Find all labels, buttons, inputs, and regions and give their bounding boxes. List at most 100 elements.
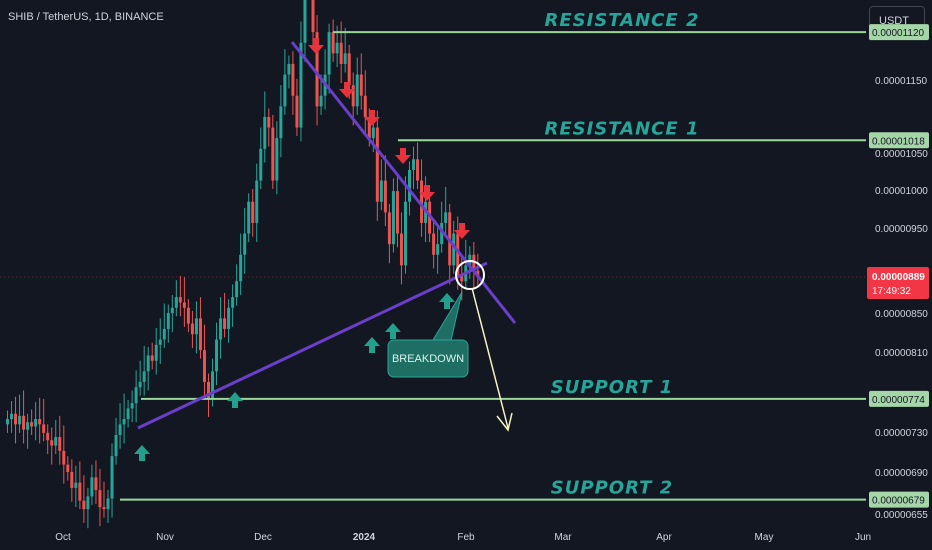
candle-body [291, 63, 295, 96]
candle-body [134, 387, 138, 404]
x-tick-label: Mar [554, 532, 572, 543]
candle-body [106, 498, 110, 510]
candle-body [34, 419, 38, 427]
candle-body [18, 415, 22, 425]
candle-body [460, 275, 464, 282]
candle-body [46, 432, 50, 441]
candle-body [271, 127, 275, 181]
candle-body [452, 233, 456, 266]
candle-body [403, 201, 407, 266]
candle-body [472, 254, 476, 271]
candle-body [347, 53, 351, 86]
candle-body [379, 180, 383, 202]
candle-body [190, 323, 194, 335]
candle-body [186, 307, 190, 324]
candle-body [387, 212, 391, 245]
candle-body [110, 456, 114, 499]
level-label: RESISTANCE 2 [545, 10, 700, 31]
candle-body [223, 318, 227, 329]
candle-body [239, 254, 243, 282]
candle-body [227, 307, 231, 329]
level-label: SUPPORT 2 [551, 478, 673, 499]
candle-body [158, 339, 162, 345]
candle-body [215, 339, 219, 372]
current-price-tag [867, 267, 929, 299]
level-price-text: 0.00000774 [872, 395, 925, 406]
candle-body [174, 297, 178, 308]
level-label: RESISTANCE 1 [545, 118, 700, 139]
candle-body [351, 85, 355, 107]
candle-body [219, 318, 223, 340]
candle-body [94, 477, 98, 491]
candle-body [279, 106, 283, 139]
candle-body [327, 32, 331, 75]
candle-body [22, 415, 26, 430]
candle-body [263, 116, 267, 149]
y-tick-label: 0.00001000 [875, 186, 928, 197]
trend-line-descending [290, 41, 517, 324]
candle-body [375, 127, 379, 202]
y-tick-label: 0.00000950 [875, 224, 928, 235]
candle-body [408, 169, 411, 202]
candle-body [420, 180, 424, 223]
down-arrow-icon [364, 110, 380, 126]
level-price-text: 0.00001018 [872, 136, 925, 147]
down-arrow-icon [339, 82, 355, 98]
trend-line-ascending [137, 261, 488, 430]
y-tick-label: 0.00001050 [875, 149, 928, 160]
candle-body [26, 422, 30, 430]
candle-body [335, 42, 339, 54]
level-price-tag [869, 491, 929, 508]
candle-body [102, 507, 106, 510]
projection-arrowhead [496, 412, 513, 432]
candle-body [170, 307, 174, 314]
level-price-text: 0.00001120 [872, 28, 925, 39]
x-tick-label: Feb [457, 532, 475, 543]
down-arrow-icon [454, 223, 470, 239]
candle-body [444, 212, 448, 223]
candle-body [395, 191, 399, 234]
candle-body [142, 371, 146, 382]
candle-body [371, 127, 375, 139]
candle-body [198, 318, 202, 351]
candle-body [154, 344, 158, 361]
candle-body [42, 424, 46, 433]
up-arrow-icon [439, 293, 455, 309]
x-tick-label: Dec [254, 532, 272, 543]
candle-body [14, 413, 18, 425]
candle-body [355, 74, 359, 107]
candle-body [303, 0, 307, 43]
candle-body [58, 437, 62, 451]
candle-body [122, 419, 126, 425]
x-tick-label: Jun [855, 532, 871, 543]
candle-body [275, 138, 279, 181]
candle-body [319, 95, 323, 107]
candle-body [207, 381, 210, 398]
candle-body [178, 297, 182, 303]
candle-body [255, 180, 259, 223]
x-tick-label: May [755, 532, 774, 543]
level-price-tag [869, 24, 929, 41]
candle-body [62, 450, 66, 465]
up-arrow-icon [364, 337, 380, 353]
candle-body [383, 180, 387, 213]
up-arrow-icon [385, 323, 401, 339]
candle-body [247, 201, 251, 234]
candle-body [150, 355, 154, 361]
candle-body [456, 233, 460, 276]
candle-body [78, 482, 82, 501]
candle-body [315, 32, 319, 107]
candle-body [202, 350, 206, 382]
candle-body [440, 222, 444, 245]
candle-body [295, 95, 299, 128]
up-arrow-icon [134, 445, 150, 461]
candle-body [399, 233, 403, 266]
y-tick-label: 0.00000690 [875, 468, 928, 479]
candle-body [243, 233, 247, 255]
candle-body [82, 500, 86, 510]
candle-body [70, 472, 74, 488]
level-price-tag [869, 390, 929, 407]
x-tick-label: Apr [656, 532, 672, 543]
breakdown-label: BREAKDOWN [392, 353, 464, 365]
